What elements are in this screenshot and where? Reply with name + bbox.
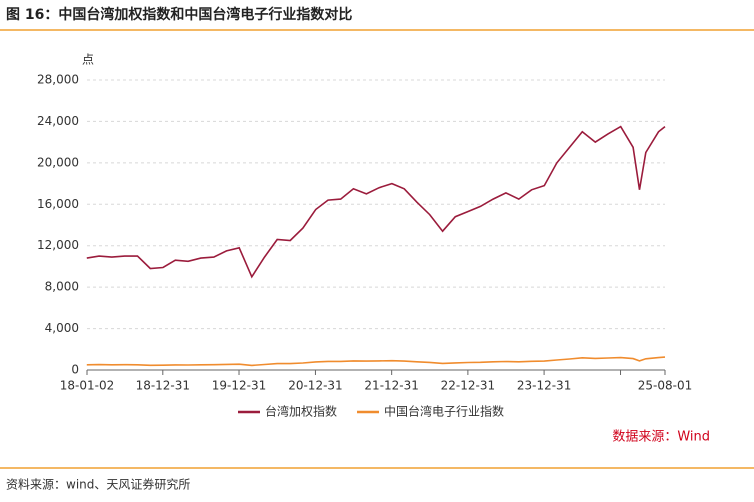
x-tick-label: 18-01-02 [60,379,114,393]
series-line [86,125,666,279]
page-title: 图 16：中国台湾加权指数和中国台湾电子行业指数对比 [6,6,352,23]
x-tick-label: 25-08-01 [638,379,692,393]
footer-source: 资料来源：wind、天风证券研究所 [6,477,190,492]
y-tick-label: 0 [71,363,79,377]
y-tick-label: 24,000 [37,114,79,128]
y-tick-label: 16,000 [37,197,79,211]
y-tick-label: 12,000 [37,238,79,252]
series-line [86,356,666,367]
x-tick-label: 22-12-31 [441,379,495,393]
y-axis-label: 点 [82,53,94,67]
y-tick-label: 20,000 [37,155,79,169]
source-note: 数据来源：Wind [612,430,710,445]
legend-label: 中国台湾电子行业指数 [384,404,504,419]
x-tick-label: 21-12-31 [364,379,418,393]
x-tick-label: 19-12-31 [212,379,266,393]
y-tick-label: 28,000 [37,73,79,87]
x-tick-label: 20-12-31 [288,379,342,393]
x-tick-label: 23-12-31 [517,379,571,393]
x-tick-label: 18-12-31 [136,379,190,393]
y-tick-label: 8,000 [45,280,79,294]
legend-label: 台湾加权指数 [265,404,337,419]
y-tick-label: 4,000 [45,321,79,335]
